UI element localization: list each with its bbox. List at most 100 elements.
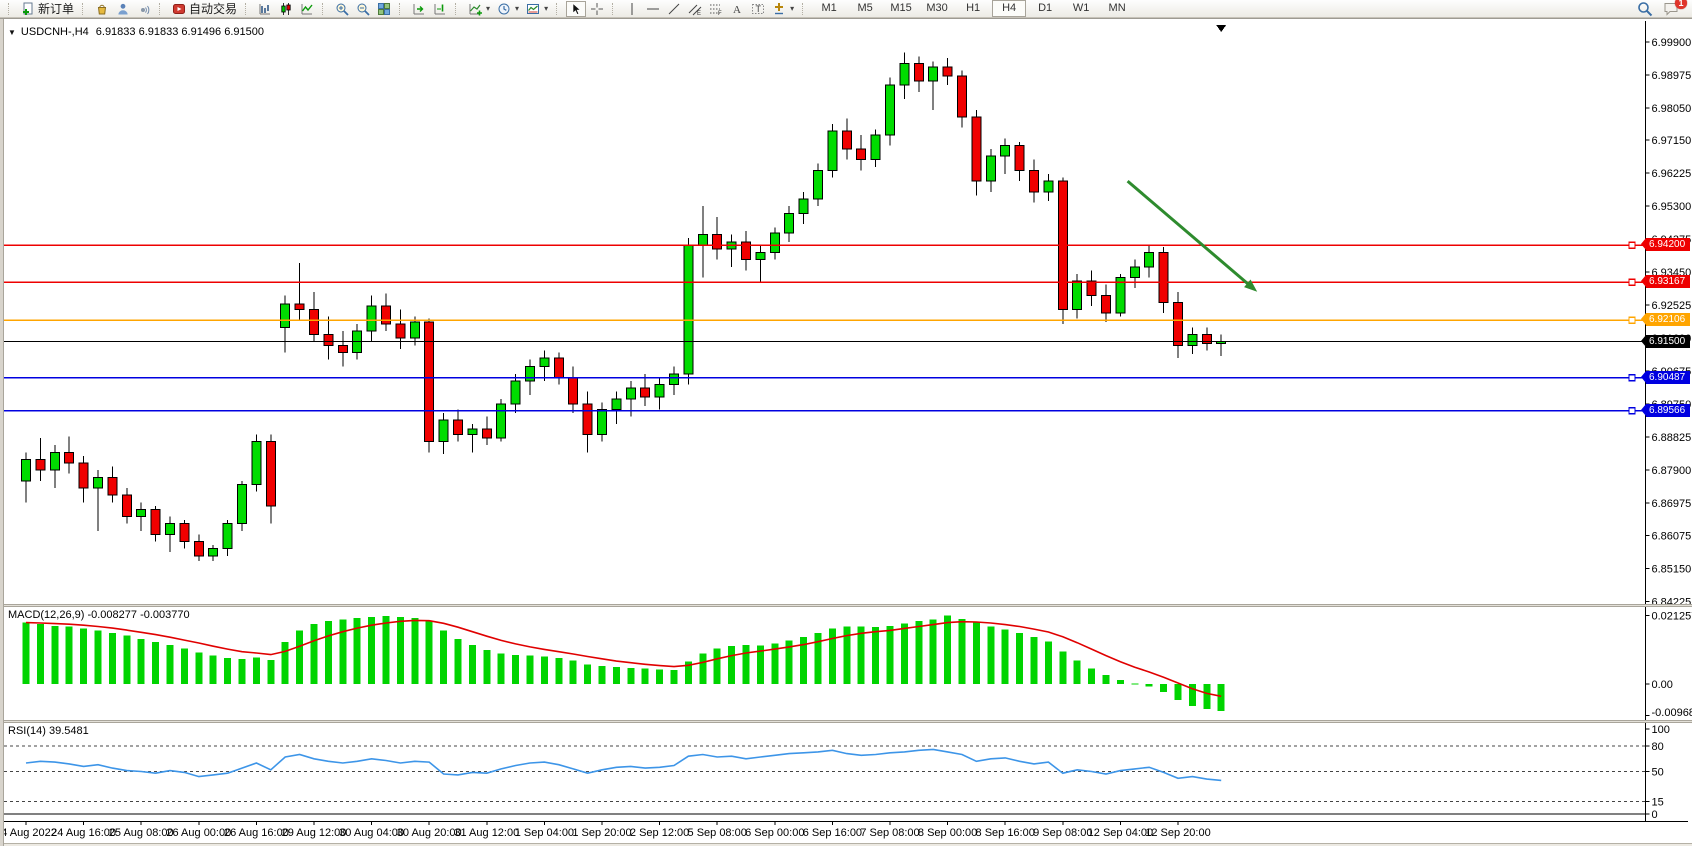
chart-shift-button[interactable] bbox=[430, 1, 450, 17]
label-tool-button[interactable]: T bbox=[748, 1, 768, 17]
toolbar-drag-handle[interactable] bbox=[612, 3, 617, 15]
toolbar-drag-handle[interactable] bbox=[399, 3, 404, 15]
svg-text:0.021257: 0.021257 bbox=[1652, 610, 1692, 622]
tf-button-W1[interactable]: W1 bbox=[1064, 0, 1098, 17]
main-chart-canvas[interactable]: 6.999006.989756.980506.971506.962256.953… bbox=[0, 21, 1692, 604]
text-icon: A bbox=[730, 2, 744, 16]
chevron-down-icon: ▾ bbox=[486, 4, 490, 13]
tf-button-MN[interactable]: MN bbox=[1100, 0, 1134, 17]
cursor-tool-button[interactable] bbox=[566, 1, 586, 17]
price-lines-layer[interactable] bbox=[4, 242, 1646, 413]
broadcast-button[interactable] bbox=[134, 1, 154, 17]
one-click-expand-icon[interactable]: ▼ bbox=[8, 28, 16, 37]
macd-panel-canvas[interactable]: 0.0212570.00-0.009683 bbox=[0, 607, 1692, 720]
svg-text:6 Sep 16:00: 6 Sep 16:00 bbox=[803, 827, 862, 839]
tf-button-M15[interactable]: M15 bbox=[884, 0, 918, 17]
clock-icon bbox=[497, 2, 511, 16]
autotrade-button[interactable]: 自动交易 bbox=[169, 1, 240, 17]
auto-scroll-button[interactable] bbox=[409, 1, 429, 17]
svg-text:80: 80 bbox=[1652, 741, 1664, 753]
chat-unread-badge: 1 bbox=[1675, 0, 1687, 9]
fibonacci-icon: F bbox=[709, 2, 723, 16]
svg-text:2 Sep 12:00: 2 Sep 12:00 bbox=[630, 827, 689, 839]
price-tag-6.90487: 6.90487 bbox=[1646, 371, 1690, 384]
toolbar-drag-handle[interactable] bbox=[82, 3, 87, 15]
rsi-label: RSI(14) 39.5481 bbox=[8, 725, 89, 737]
bar-chart-mode-button[interactable] bbox=[255, 1, 275, 17]
candlesticks-layer[interactable] bbox=[22, 53, 1226, 561]
price-tag-6.91500: 6.91500 bbox=[1646, 335, 1690, 348]
horizontal-line-icon bbox=[646, 2, 660, 16]
svg-text:29 Aug 12:00: 29 Aug 12:00 bbox=[282, 827, 347, 839]
new-order-button[interactable]: 新订单 bbox=[18, 1, 77, 17]
toolbar-drag-handle[interactable] bbox=[556, 3, 561, 15]
tf-button-M1[interactable]: M1 bbox=[812, 0, 846, 17]
crosshair-icon bbox=[590, 2, 604, 16]
tf-button-M30[interactable]: M30 bbox=[920, 0, 954, 17]
tf-button-D1[interactable]: D1 bbox=[1028, 0, 1062, 17]
svg-text:12 Sep 04:00: 12 Sep 04:00 bbox=[1088, 827, 1153, 839]
svg-text:24 Aug 2022: 24 Aug 2022 bbox=[0, 827, 57, 839]
toolbar-drag-handle[interactable] bbox=[245, 3, 250, 15]
vertical-line-tool-button[interactable] bbox=[622, 1, 642, 17]
zoom-in-icon bbox=[335, 2, 349, 16]
panel-splitter[interactable] bbox=[0, 604, 1692, 607]
price-tag-notch bbox=[1641, 275, 1646, 287]
tf-button-M5[interactable]: M5 bbox=[848, 0, 882, 17]
toolbar-drag-handle[interactable] bbox=[455, 3, 460, 15]
text-tool-button[interactable]: A bbox=[727, 1, 747, 17]
toolbar-drag-handle[interactable] bbox=[159, 3, 164, 15]
profile-button[interactable] bbox=[113, 1, 133, 17]
tile-windows-button[interactable] bbox=[374, 1, 394, 17]
ohlc-quote: 6.91833 6.91833 6.91496 6.91500 bbox=[96, 26, 264, 38]
chat-button[interactable]: 1 bbox=[1663, 1, 1680, 16]
price-tag-notch bbox=[1641, 335, 1646, 347]
chevron-down-icon: ▾ bbox=[790, 4, 794, 13]
candlestick-mode-button[interactable] bbox=[276, 1, 296, 17]
zoom-in-button[interactable] bbox=[332, 1, 352, 17]
toolbar-drag-handle[interactable] bbox=[322, 3, 327, 15]
svg-text:1 Sep 04:00: 1 Sep 04:00 bbox=[515, 827, 574, 839]
bucket-icon bbox=[95, 2, 109, 16]
price-tag-6.89566: 6.89566 bbox=[1646, 404, 1690, 417]
chart-shift-marker bbox=[1216, 25, 1226, 32]
period-button[interactable]: ▾ bbox=[494, 1, 522, 17]
styles-bucket-button[interactable] bbox=[92, 1, 112, 17]
svg-text:E: E bbox=[697, 11, 701, 16]
toolbar-drag-handle[interactable] bbox=[802, 3, 807, 15]
panel-splitter[interactable] bbox=[0, 720, 1692, 723]
svg-text:31 Aug 12:00: 31 Aug 12:00 bbox=[454, 827, 519, 839]
fibonacci-tool-button[interactable]: F bbox=[706, 1, 726, 17]
svg-text:6.85150: 6.85150 bbox=[1652, 563, 1692, 575]
chevron-down-icon: ▾ bbox=[515, 4, 519, 13]
svg-text:12 Sep 20:00: 12 Sep 20:00 bbox=[1145, 827, 1210, 839]
window-left-border bbox=[0, 19, 4, 846]
indicators-button[interactable]: ▾ bbox=[465, 1, 493, 17]
shapes-tool-button[interactable]: ▾ bbox=[769, 1, 797, 17]
toolbar-drag-handle[interactable] bbox=[8, 3, 13, 15]
chart-shift-icon bbox=[433, 2, 447, 16]
tf-button-H1[interactable]: H1 bbox=[956, 0, 990, 17]
trendline-tool-button[interactable] bbox=[664, 1, 684, 17]
broadcast-icon bbox=[137, 2, 151, 16]
profile-icon bbox=[116, 2, 130, 16]
tf-button-H4[interactable]: H4 bbox=[992, 0, 1026, 17]
channel-tool-button[interactable]: E bbox=[685, 1, 705, 17]
line-chart-mode-button[interactable] bbox=[297, 1, 317, 17]
candlestick-icon bbox=[279, 2, 293, 16]
zoom-out-button[interactable] bbox=[353, 1, 373, 17]
trend-arrow-annotation[interactable] bbox=[1128, 181, 1258, 292]
search-icon[interactable] bbox=[1637, 1, 1653, 17]
svg-text:50: 50 bbox=[1652, 767, 1664, 779]
rsi-line bbox=[26, 749, 1221, 780]
svg-text:6.95300: 6.95300 bbox=[1652, 201, 1692, 213]
horizontal-line-tool-button[interactable] bbox=[643, 1, 663, 17]
svg-text:8 Sep 16:00: 8 Sep 16:00 bbox=[976, 827, 1035, 839]
template-button[interactable]: ▾ bbox=[523, 1, 551, 17]
svg-text:15: 15 bbox=[1652, 796, 1664, 808]
price-tag-notch bbox=[1641, 371, 1646, 383]
crosshair-tool-button[interactable] bbox=[587, 1, 607, 17]
